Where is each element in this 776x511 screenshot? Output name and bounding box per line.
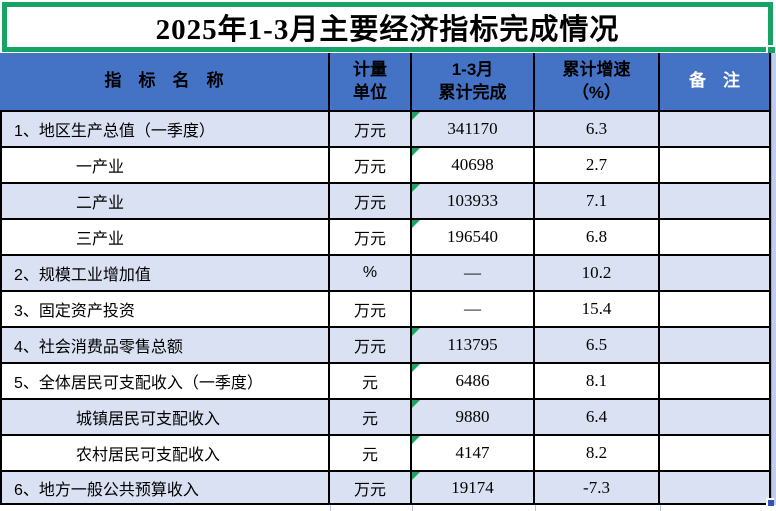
- cell-growth-rate[interactable]: 8.1: [535, 364, 660, 398]
- cell-growth-rate[interactable]: -7.3: [535, 472, 660, 503]
- cell-growth-rate[interactable]: 6.5: [535, 328, 660, 362]
- cell-remarks[interactable]: [660, 148, 771, 182]
- cell-growth-rate[interactable]: 7.1: [535, 184, 660, 218]
- gridline: [535, 505, 536, 511]
- table-row: 城镇居民可支配收入 元 9880 6.4: [2, 400, 771, 436]
- cell-remarks[interactable]: [660, 328, 771, 362]
- column-header-unit[interactable]: 计量 单位: [330, 53, 412, 110]
- cell-value[interactable]: 103933: [412, 184, 535, 218]
- cell-indicator-name[interactable]: 一产业: [2, 148, 330, 182]
- table-row: 三产业 万元 196540 6.8: [2, 220, 771, 256]
- cell-growth-rate[interactable]: 6.3: [535, 112, 660, 146]
- cell-indicator-name[interactable]: 城镇居民可支配收入: [2, 400, 330, 434]
- sheet-area-below-table: [0, 505, 776, 511]
- cell-remarks[interactable]: [660, 112, 771, 146]
- cell-unit[interactable]: 元: [330, 400, 412, 434]
- cell-unit[interactable]: %: [330, 256, 412, 290]
- number-stored-as-text-flag-icon: [412, 184, 420, 192]
- selection-fill-handle-icon[interactable]: [766, 45, 775, 54]
- table-row: 二产业 万元 103933 7.1: [2, 184, 771, 220]
- table-row: 3、固定资产投资 万元 — 15.4: [2, 292, 771, 328]
- cell-unit[interactable]: 元: [330, 364, 412, 398]
- number-stored-as-text-flag-icon: [412, 436, 420, 444]
- table-row: 6、地方一般公共预算收入 万元 19174 -7.3: [2, 472, 771, 505]
- column-header-remarks[interactable]: 备 注: [660, 53, 771, 110]
- cell-indicator-name[interactable]: 2、规模工业增加值: [2, 256, 330, 290]
- cell-unit[interactable]: 元: [330, 436, 412, 470]
- cell-indicator-name[interactable]: 农村居民可支配收入: [2, 436, 330, 470]
- number-stored-as-text-flag-icon: [412, 472, 420, 480]
- gridline: [660, 505, 661, 511]
- table-row: 5、全体居民可支配收入（一季度） 元 6486 8.1: [2, 364, 771, 400]
- cell-value[interactable]: —: [412, 292, 535, 326]
- number-stored-as-text-flag-icon: [412, 148, 420, 156]
- column-header-cumulative-completed[interactable]: 1-3月 累计完成: [412, 53, 535, 110]
- cell-remarks[interactable]: [660, 184, 771, 218]
- column-header-indicator-name[interactable]: 指 标 名 称: [0, 53, 330, 110]
- cell-unit[interactable]: 万元: [330, 292, 412, 326]
- number-stored-as-text-flag-icon: [412, 220, 420, 228]
- adjacent-column-strip: [771, 53, 776, 511]
- cell-remarks[interactable]: [660, 364, 771, 398]
- cell-remarks[interactable]: [660, 400, 771, 434]
- cell-value[interactable]: 6486: [412, 364, 535, 398]
- cell-unit[interactable]: 万元: [330, 472, 412, 503]
- cell-value[interactable]: 19174: [412, 472, 535, 503]
- cell-value[interactable]: 9880: [412, 400, 535, 434]
- table-row: 4、社会消费品零售总额 万元 113795 6.5: [2, 328, 771, 364]
- cell-value[interactable]: 113795: [412, 328, 535, 362]
- cell-growth-rate[interactable]: 6.8: [535, 220, 660, 254]
- number-stored-as-text-flag-icon: [412, 112, 420, 120]
- cell-remarks[interactable]: [660, 256, 771, 290]
- number-stored-as-text-flag-icon: [412, 328, 420, 336]
- title-cell[interactable]: 2025年1-3月主要经济指标完成情况: [2, 2, 773, 52]
- cell-indicator-name[interactable]: 4、社会消费品零售总额: [2, 328, 330, 362]
- table-row: 一产业 万元 40698 2.7: [2, 148, 771, 184]
- cell-unit[interactable]: 万元: [330, 148, 412, 182]
- cell-remarks[interactable]: [660, 436, 771, 470]
- cell-indicator-name[interactable]: 二产业: [2, 184, 330, 218]
- cell-growth-rate[interactable]: 10.2: [535, 256, 660, 290]
- number-stored-as-text-flag-icon: [412, 400, 420, 408]
- table-row: 1、地区生产总值（一季度） 万元 341170 6.3: [2, 112, 771, 148]
- table-header-row: 指 标 名 称 计量 单位 1-3月 累计完成 累计增速 （%） 备 注: [0, 53, 771, 112]
- cell-unit[interactable]: 万元: [330, 184, 412, 218]
- cell-remarks[interactable]: [660, 292, 771, 326]
- cell-indicator-name[interactable]: 6、地方一般公共预算收入: [2, 472, 330, 503]
- cell-remarks[interactable]: [660, 220, 771, 254]
- page-title: 2025年1-3月主要经济指标完成情况: [155, 14, 620, 46]
- table-row: 2、规模工业增加值 % — 10.2: [2, 256, 771, 292]
- fill-handle-icon[interactable]: [766, 498, 774, 506]
- cell-indicator-name[interactable]: 三产业: [2, 220, 330, 254]
- cell-unit[interactable]: 万元: [330, 328, 412, 362]
- cell-unit[interactable]: 万元: [330, 112, 412, 146]
- cell-value[interactable]: 341170: [412, 112, 535, 146]
- cell-unit[interactable]: 万元: [330, 220, 412, 254]
- cell-indicator-name[interactable]: 1、地区生产总值（一季度）: [2, 112, 330, 146]
- cell-growth-rate[interactable]: 15.4: [535, 292, 660, 326]
- gridline: [330, 505, 331, 511]
- cell-growth-rate[interactable]: 6.4: [535, 400, 660, 434]
- cell-indicator-name[interactable]: 3、固定资产投资: [2, 292, 330, 326]
- cell-value[interactable]: 40698: [412, 148, 535, 182]
- cell-remarks[interactable]: [660, 472, 771, 503]
- column-header-growth-rate[interactable]: 累计增速 （%）: [535, 53, 660, 110]
- table-row: 农村居民可支配收入 元 4147 8.2: [2, 436, 771, 472]
- cell-value[interactable]: 4147: [412, 436, 535, 470]
- table-body: 1、地区生产总值（一季度） 万元 341170 6.3 一产业 万元 40698…: [0, 112, 771, 505]
- cell-value[interactable]: —: [412, 256, 535, 290]
- number-stored-as-text-flag-icon: [412, 364, 420, 372]
- cell-growth-rate[interactable]: 2.7: [535, 148, 660, 182]
- cell-value[interactable]: 196540: [412, 220, 535, 254]
- cell-indicator-name[interactable]: 5、全体居民可支配收入（一季度）: [2, 364, 330, 398]
- gridline: [412, 505, 413, 511]
- cell-growth-rate[interactable]: 8.2: [535, 436, 660, 470]
